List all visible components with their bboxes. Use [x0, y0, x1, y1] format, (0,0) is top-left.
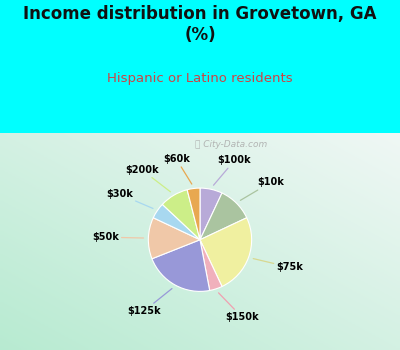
Text: $30k: $30k: [106, 189, 153, 209]
Text: $50k: $50k: [92, 232, 144, 242]
Text: $150k: $150k: [218, 293, 259, 322]
Text: Income distribution in Grovetown, GA
(%): Income distribution in Grovetown, GA (%): [23, 5, 377, 44]
Wedge shape: [200, 193, 247, 240]
Wedge shape: [153, 204, 200, 240]
Text: $125k: $125k: [127, 288, 172, 316]
Wedge shape: [162, 190, 200, 240]
Wedge shape: [187, 188, 200, 240]
Text: $10k: $10k: [240, 177, 284, 200]
Text: ⓘ City-Data.com: ⓘ City-Data.com: [195, 140, 268, 149]
Wedge shape: [200, 188, 222, 240]
Wedge shape: [148, 218, 200, 259]
Text: $60k: $60k: [163, 154, 192, 184]
Text: $100k: $100k: [214, 155, 251, 185]
Wedge shape: [152, 240, 210, 292]
Wedge shape: [200, 240, 222, 290]
Wedge shape: [200, 218, 252, 287]
Text: $75k: $75k: [253, 259, 303, 272]
Text: $200k: $200k: [125, 165, 170, 192]
Text: Hispanic or Latino residents: Hispanic or Latino residents: [107, 72, 293, 85]
